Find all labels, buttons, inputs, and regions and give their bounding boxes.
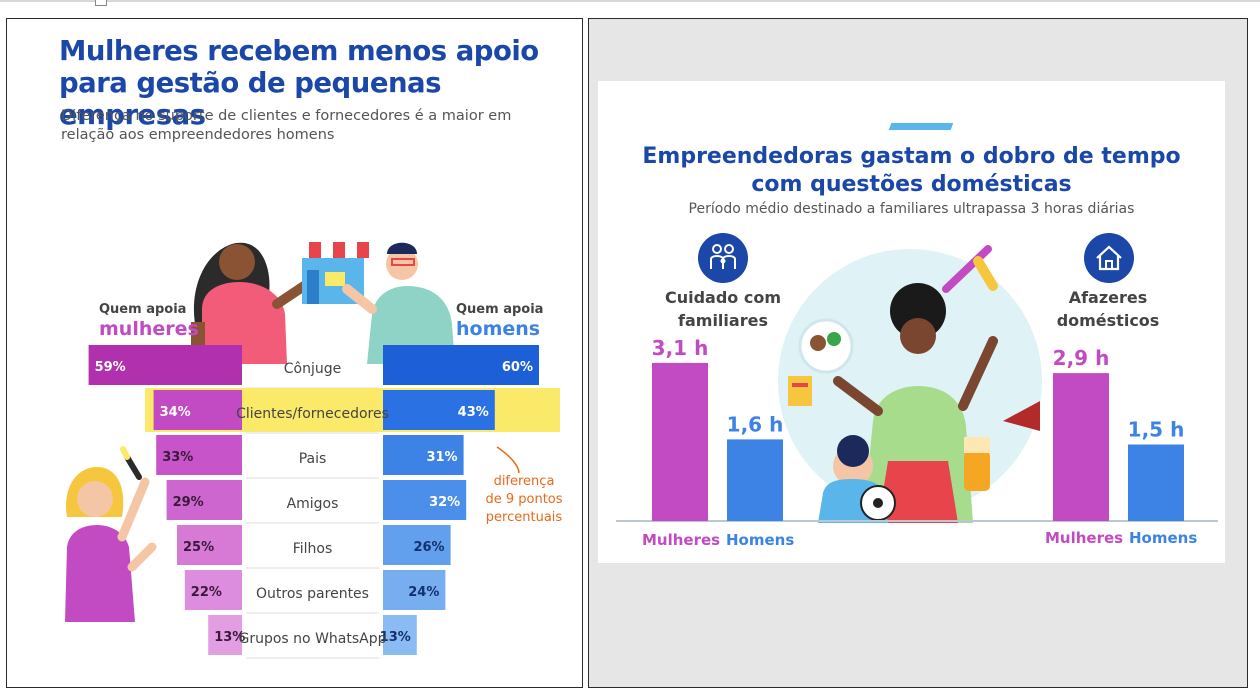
- bar-label-women-6: 13%: [214, 630, 245, 645]
- legend-men-1: Homens: [726, 531, 795, 549]
- right-title-line-1: Empreendedoras gastam o dobro de tempo: [642, 144, 1181, 169]
- bar-women-3: [166, 480, 242, 520]
- bar-women-5: [184, 570, 242, 610]
- bar-label-men-2: 31%: [426, 450, 457, 465]
- bar-men-1: [1128, 444, 1184, 521]
- annotation-line-1: diferença: [493, 474, 555, 489]
- left-chart-title: Mulheres recebem menos apoio para gestão…: [59, 35, 539, 131]
- value-label-men-0: 1,6 h: [727, 412, 784, 436]
- bar-men-4: [383, 525, 451, 565]
- time-bar-chart: 3,1 h 1,6 h 2,9 h 1,5 h: [616, 336, 1218, 522]
- right-title-line-2: com questões domésticas: [751, 172, 1072, 197]
- bar-women-0: [88, 345, 242, 385]
- category-label-2: Pais: [299, 451, 327, 467]
- bar-women-1: [153, 390, 242, 430]
- bar-women-2: [156, 435, 242, 475]
- bar-label-women-5: 22%: [191, 585, 222, 600]
- bar-men-0: [727, 439, 783, 521]
- annotation-connector: [496, 446, 520, 474]
- group-label-family-care: Cuidado com familiares: [658, 286, 788, 332]
- bar-men-5: [383, 570, 446, 610]
- multitasking-woman-illustration: [778, 245, 1042, 523]
- difference-annotation: diferença de 9 pontos percentuais: [479, 473, 569, 527]
- category-label-0: Cônjuge: [284, 361, 341, 377]
- bar-label-men-4: 26%: [413, 540, 444, 555]
- value-label-women-0: 3,1 h: [652, 336, 709, 360]
- women-header: Quem apoia mulheres: [99, 302, 219, 340]
- bar-women-4: [177, 525, 242, 565]
- men-header: Quem apoia homens: [456, 302, 576, 340]
- men-header-big: homens: [456, 318, 541, 340]
- annotation-line-3: percentuais: [485, 510, 563, 525]
- right-chart-title: Empreendedoras gastam o dobro de tempo c…: [638, 143, 1185, 199]
- bar-women-0: [652, 362, 708, 521]
- group1-line-1: Cuidado com: [664, 288, 782, 307]
- group1-line-2: familiares: [678, 311, 768, 330]
- bar-men-3: [383, 480, 467, 520]
- bar-label-men-0: 60%: [502, 360, 533, 375]
- category-label-1: Clientes/fornecedores: [236, 406, 389, 422]
- right-infographic-panel: Empreendedoras gastam o dobro de tempo c…: [588, 18, 1248, 688]
- legend-men-2: Homens: [1129, 529, 1198, 547]
- men-header-small: Quem apoia: [456, 302, 544, 317]
- category-label-3: Amigos: [287, 496, 339, 512]
- window-top-border: [0, 0, 1260, 2]
- right-chart-subtitle: Período médio destinado a familiares ult…: [688, 201, 1135, 217]
- category-label-4: Filhos: [293, 541, 333, 557]
- girl-with-pen-illustration: [65, 446, 157, 622]
- bar-men-0: [383, 345, 539, 385]
- window-control-box: [95, 0, 107, 6]
- bar-label-men-3: 32%: [429, 495, 460, 510]
- house-icon: [1084, 233, 1134, 283]
- right-infographic-card: Empreendedoras gastam o dobro de tempo c…: [598, 81, 1225, 563]
- women-header-small: Quem apoia: [99, 302, 187, 317]
- bar-men-1: [383, 390, 495, 430]
- value-label-men-1: 1,5 h: [1128, 418, 1185, 442]
- left-infographic-panel: Mulheres recebem menos apoio para gestão…: [6, 18, 583, 688]
- group-label-housework: Afazeres domésticos: [1048, 286, 1168, 332]
- bar-label-women-3: 29%: [173, 495, 204, 510]
- family-icon: [698, 233, 748, 283]
- support-illustration: [191, 242, 455, 364]
- bar-men-6: [383, 615, 417, 655]
- group2-line-2: domésticos: [1056, 311, 1160, 330]
- bar-label-women-1: 34%: [160, 405, 191, 420]
- women-header-big: mulheres: [99, 318, 199, 340]
- category-label-5: Outros parentes: [256, 586, 369, 602]
- left-chart-subtitle: Diferença no suporte de clientes e forne…: [61, 108, 512, 143]
- bar-women-6: [208, 615, 242, 655]
- support-diverging-bar-chart: 59% 60% Cônjuge 34% 43% Clientes/fornecedores…: [88, 345, 560, 659]
- annotation-line-2: de 9 pontos: [485, 492, 563, 507]
- bar-label-women-4: 25%: [183, 540, 214, 555]
- group2-line-1: Afazeres: [1068, 288, 1148, 307]
- bar-label-women-0: 59%: [95, 360, 126, 375]
- bar-label-men-1: 43%: [458, 405, 489, 420]
- legend-women-1: Mulheres: [642, 531, 721, 549]
- bar-label-women-2: 33%: [162, 450, 193, 465]
- legend-women-2: Mulheres: [1045, 529, 1124, 547]
- category-label-6: Grupos no WhatsApp: [239, 631, 387, 647]
- bar-women-1: [1053, 373, 1109, 521]
- value-label-women-1: 2,9 h: [1053, 346, 1110, 370]
- bar-men-2: [383, 435, 464, 475]
- bar-label-men-5: 24%: [408, 585, 439, 600]
- bar-label-men-6: 13%: [380, 630, 411, 645]
